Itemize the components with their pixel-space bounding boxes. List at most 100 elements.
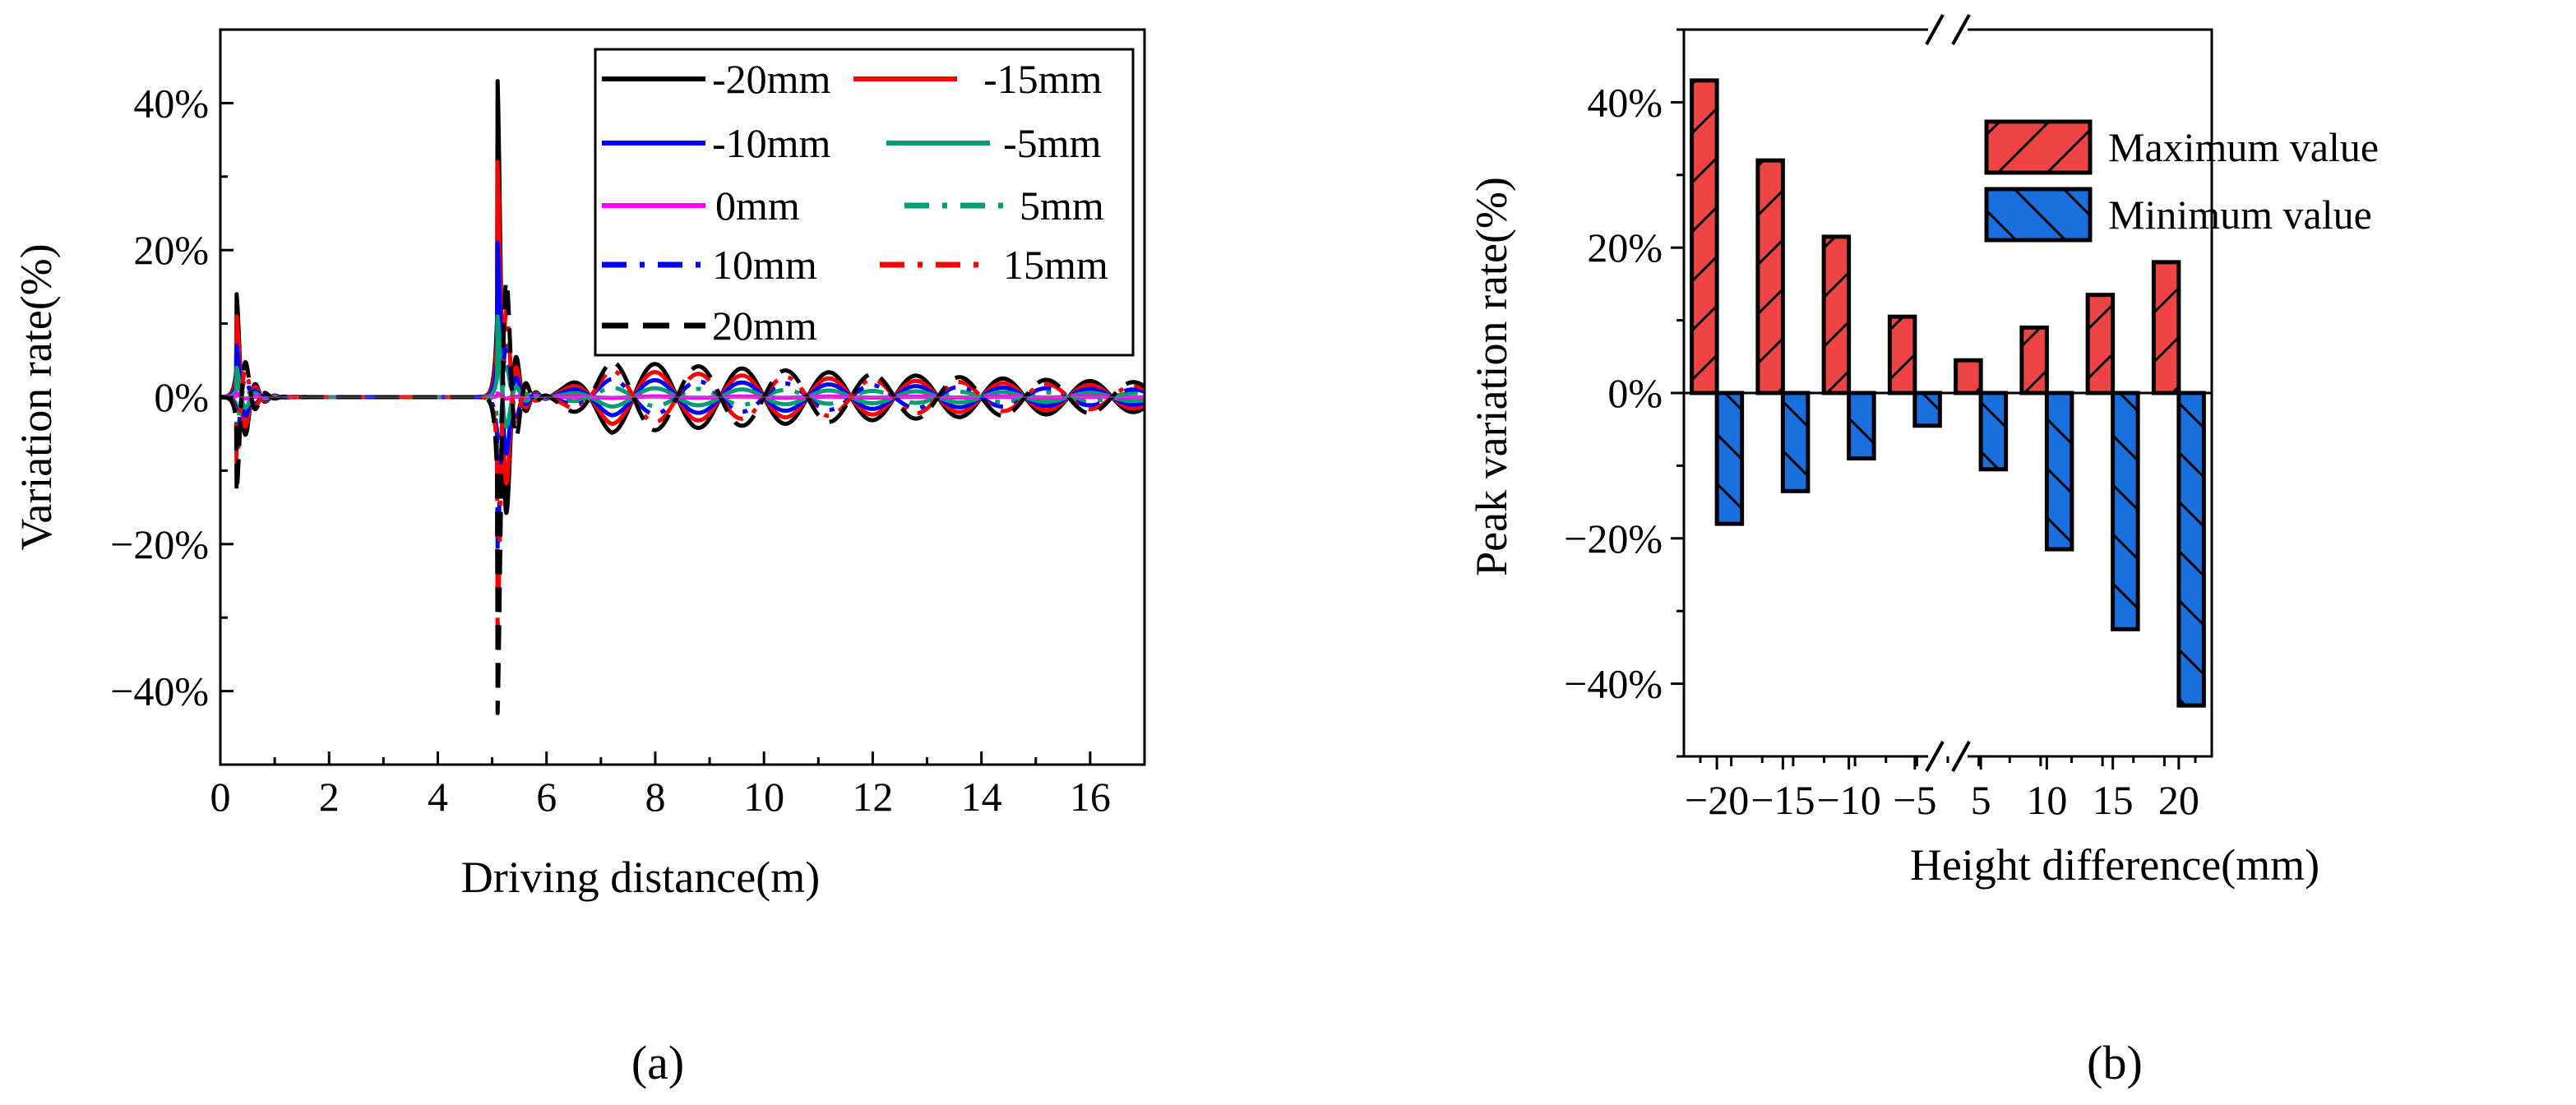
bar-outline [2019, 325, 2049, 395]
panel-caption: (a) [631, 1036, 684, 1089]
bar-max [1887, 314, 1917, 395]
x-tick-label: −10 [1817, 777, 1881, 823]
legend-box [594, 48, 1135, 357]
legend-label: Minimum value [2108, 192, 2372, 238]
y-tick-label: 20% [1587, 224, 1663, 270]
y-tick-label: −20% [1564, 516, 1663, 562]
legend-label: 20mm [712, 303, 817, 349]
x-tick-label: 20 [2158, 777, 2199, 823]
y-tick-label: −40% [1564, 661, 1663, 707]
y-axis-label: Peak variation rate(%) [1467, 177, 1516, 576]
x-axis-label: Driving distance(m) [461, 853, 820, 902]
x-tick-label: 16 [1070, 774, 1111, 820]
y-tick-label: −20% [110, 521, 209, 567]
legend-label: -10mm [712, 120, 831, 166]
bar-outline [1954, 358, 1983, 395]
series-line-10mm [220, 338, 1145, 554]
bar-min [1714, 391, 1745, 526]
bar-outline [2176, 391, 2206, 708]
axes-b: −20 −15 −10 −5 5 10 15 20 −40% −20% 0% 20% 40% [1564, 14, 2213, 823]
axis-break-mark [1951, 14, 1971, 45]
line-chart-panel: 0 2 4 6 8 10 12 14 16 −40% −20% 0% 20% 40% Driving di… [12, 28, 1146, 1089]
legend-label: Maximum value [2108, 124, 2379, 170]
x-tick-label: 15 [2093, 777, 2134, 823]
bar-min [2176, 391, 2206, 708]
x-tick-label: 10 [2026, 777, 2067, 823]
bar-max [2019, 325, 2049, 395]
y-tick-label: 40% [1587, 79, 1663, 125]
bar-max [2151, 260, 2181, 395]
x-tick-label: −20 [1685, 777, 1749, 823]
y-tick-label: 40% [133, 80, 209, 126]
axis-break-mark [1951, 741, 1971, 772]
bar-outline [1755, 158, 1785, 395]
panel-caption: (b) [2087, 1036, 2143, 1089]
legend-entry: -20mm [602, 56, 831, 102]
legend-label: -15mm [983, 56, 1103, 102]
series-line-20mm [220, 279, 1145, 715]
bar-max [1821, 234, 1852, 395]
legend-entry: 20mm [602, 303, 817, 349]
bar-outline [1978, 391, 2009, 472]
x-tick-label: 14 [961, 774, 1002, 820]
legend-label: 10mm [712, 242, 817, 288]
legend-swatch-hatch [1986, 189, 2090, 240]
bar-outline [2151, 260, 2181, 395]
bar-min [2044, 391, 2074, 552]
bar-chart-panel: −20 −15 −10 −5 5 10 15 20 −40% −20% 0% 20% 40% Heigh… [1467, 14, 2379, 1089]
legend-label: 15mm [1003, 242, 1108, 288]
legend-entry: 15mm [880, 242, 1108, 288]
x-tick-label: 6 [536, 774, 557, 820]
bar-max [1755, 158, 1785, 395]
axis-break-gap [1928, 25, 1968, 35]
x-tick-label: −5 [1893, 777, 1936, 823]
bar-min [2111, 391, 2140, 631]
x-tick-label: 0 [210, 774, 231, 820]
x-tick-label: 5 [1971, 777, 1991, 823]
legend-entry: -15mm [853, 56, 1103, 102]
bar-min [1912, 391, 1942, 428]
bar-outline [1847, 391, 1876, 461]
x-tick-label: −15 [1750, 777, 1815, 823]
y-tick-label: −40% [110, 668, 209, 714]
x-tick-label: 12 [852, 774, 893, 820]
bar-min [1847, 391, 1876, 461]
bar-outline [2085, 293, 2116, 395]
legend-swatch-hatch [1986, 122, 2090, 173]
x-tick-label: 4 [428, 774, 448, 820]
legend-entry: -5mm [886, 120, 1102, 166]
x-tick-label: 2 [319, 774, 340, 820]
axis-break-mark [1925, 14, 1945, 45]
bar-outline [1780, 391, 1811, 493]
legend-label: 5mm [1020, 183, 1104, 229]
legend: -20mm -15mm -10mm -5mm 0mm 5mm [594, 48, 1135, 357]
axis-break-mark [1925, 741, 1945, 772]
legend-entry: 5mm [904, 183, 1104, 229]
bar-group [1690, 78, 2206, 708]
bar-outline [1912, 391, 1942, 428]
y-tick-label: 0% [1607, 370, 1663, 416]
bar-outline [2044, 391, 2074, 552]
legend-entry: 10mm [602, 242, 817, 288]
axes-a: 0 2 4 6 8 10 12 14 16 −40% −20% 0% 20% 40% [110, 28, 1146, 820]
x-tick-label: 10 [743, 774, 784, 820]
x-tick-label: 8 [645, 774, 665, 820]
legend-label: -20mm [712, 56, 831, 102]
bar-outline [2111, 391, 2140, 631]
y-axis-label: Variation rate(%) [12, 243, 61, 550]
bar-outline [1887, 314, 1917, 395]
bar-min [1978, 391, 2009, 472]
bar-outline [1690, 78, 1719, 395]
legend-label: -5mm [1003, 120, 1102, 166]
bar-min [1780, 391, 1811, 493]
x-axis-label: Height difference(mm) [1910, 840, 2319, 890]
legend: Maximum value Minimum value [1984, 119, 2379, 243]
bar-outline [1821, 234, 1852, 395]
y-tick-label: 0% [154, 374, 209, 420]
legend-entry: Maximum value [1984, 119, 2379, 175]
bar-outline [1714, 391, 1745, 526]
bar-max [1690, 78, 1719, 395]
legend-entry: -10mm [602, 120, 831, 166]
legend-entry: Minimum value [1984, 187, 2372, 243]
